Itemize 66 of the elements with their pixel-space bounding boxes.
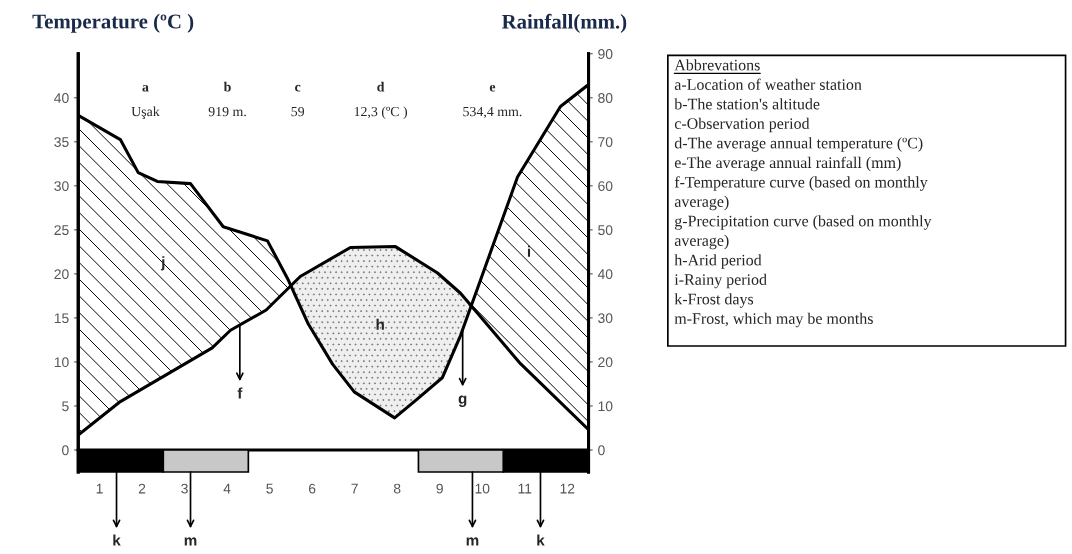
text: e-The average annual rainfall (mm) [674, 156, 901, 172]
annotation: h [376, 318, 384, 330]
annotation: 12,3 (ºC ) [354, 106, 408, 120]
annotation: b [223, 81, 231, 92]
text: h-Arid period [674, 254, 762, 269]
text: k-Frost days [674, 293, 754, 308]
annotation: m [466, 537, 479, 546]
y2-tick-label: 60 [598, 181, 613, 191]
x-tick-label: 11 [518, 483, 532, 494]
annotation: c [295, 84, 301, 92]
x-tick-label: 6 [308, 483, 316, 494]
x-tick-label: 12 [560, 483, 575, 494]
y-tick-label: 30 [54, 181, 69, 191]
annotation: a [142, 84, 149, 92]
y-tick-label: 5 [62, 401, 69, 412]
y2-tick-label: 20 [598, 357, 613, 368]
annotation: Uşak [131, 106, 160, 120]
y2-tick-label: 40 [597, 269, 613, 280]
y2-tick-label: 0 [598, 445, 605, 456]
y-axis-title: Temperature (ºC ) [32, 13, 194, 33]
text: m-Frost, which may be months [674, 312, 873, 328]
annotation: j [160, 256, 165, 271]
x-tick-label: 3 [181, 483, 188, 494]
x-tick-label: 8 [393, 483, 401, 494]
y-tick-label: 0 [62, 445, 69, 456]
text: d-The average annual temperature (ºC) [674, 137, 923, 152]
x-tick-label: 2 [138, 483, 146, 494]
text: c-Observation period [674, 117, 810, 133]
text: a-Location of weather station [674, 78, 862, 90]
annotation: 919 m. [208, 106, 246, 117]
y-tick-label: 25 [54, 225, 69, 236]
y-tick-label: 15 [54, 313, 69, 324]
text: average) [674, 234, 729, 250]
annotation: k [113, 534, 121, 546]
x-tick-label: 9 [436, 483, 443, 494]
text: b-The station's altitude [674, 98, 820, 110]
annotation: e [489, 84, 496, 92]
annotation: g [458, 395, 467, 407]
x-tick-label: 10 [475, 483, 490, 494]
x-tick-label: 4 [223, 483, 231, 494]
y-tick-label: 35 [54, 137, 69, 147]
y2-tick-label: 90 [598, 49, 613, 59]
y-tick-label: 10 [54, 357, 69, 368]
y2-tick-label: 80 [598, 93, 613, 103]
text: f-Temperature curve (based on monthly [674, 176, 928, 191]
annotation: i [527, 245, 531, 257]
y2-tick-label: 30 [598, 313, 613, 324]
x-tick-label: 1 [96, 483, 103, 494]
annotation: k [537, 534, 545, 546]
text: g-Precipitation curve (based on monthly [674, 215, 932, 230]
annotation: 59 [291, 106, 305, 117]
text: Abbrevations [674, 59, 760, 71]
annotation: d [377, 81, 385, 92]
y-tick-label: 20 [54, 269, 69, 280]
annotation: f [237, 387, 243, 399]
y2-tick-label: 70 [598, 137, 613, 147]
y2-tick-label: 50 [598, 225, 613, 236]
y2-axis-title: Rainfall(mm.) [501, 13, 627, 33]
x-tick-label: 5 [266, 483, 273, 494]
y-tick-label: 40 [54, 93, 69, 103]
text: i-Rainy period [674, 273, 767, 289]
x-tick-label: 7 [351, 483, 358, 494]
annotation: m [184, 537, 197, 546]
annotation: 534,4 mm. [463, 106, 522, 119]
y2-tick-label: 10 [598, 401, 613, 412]
text: average) [674, 195, 729, 211]
